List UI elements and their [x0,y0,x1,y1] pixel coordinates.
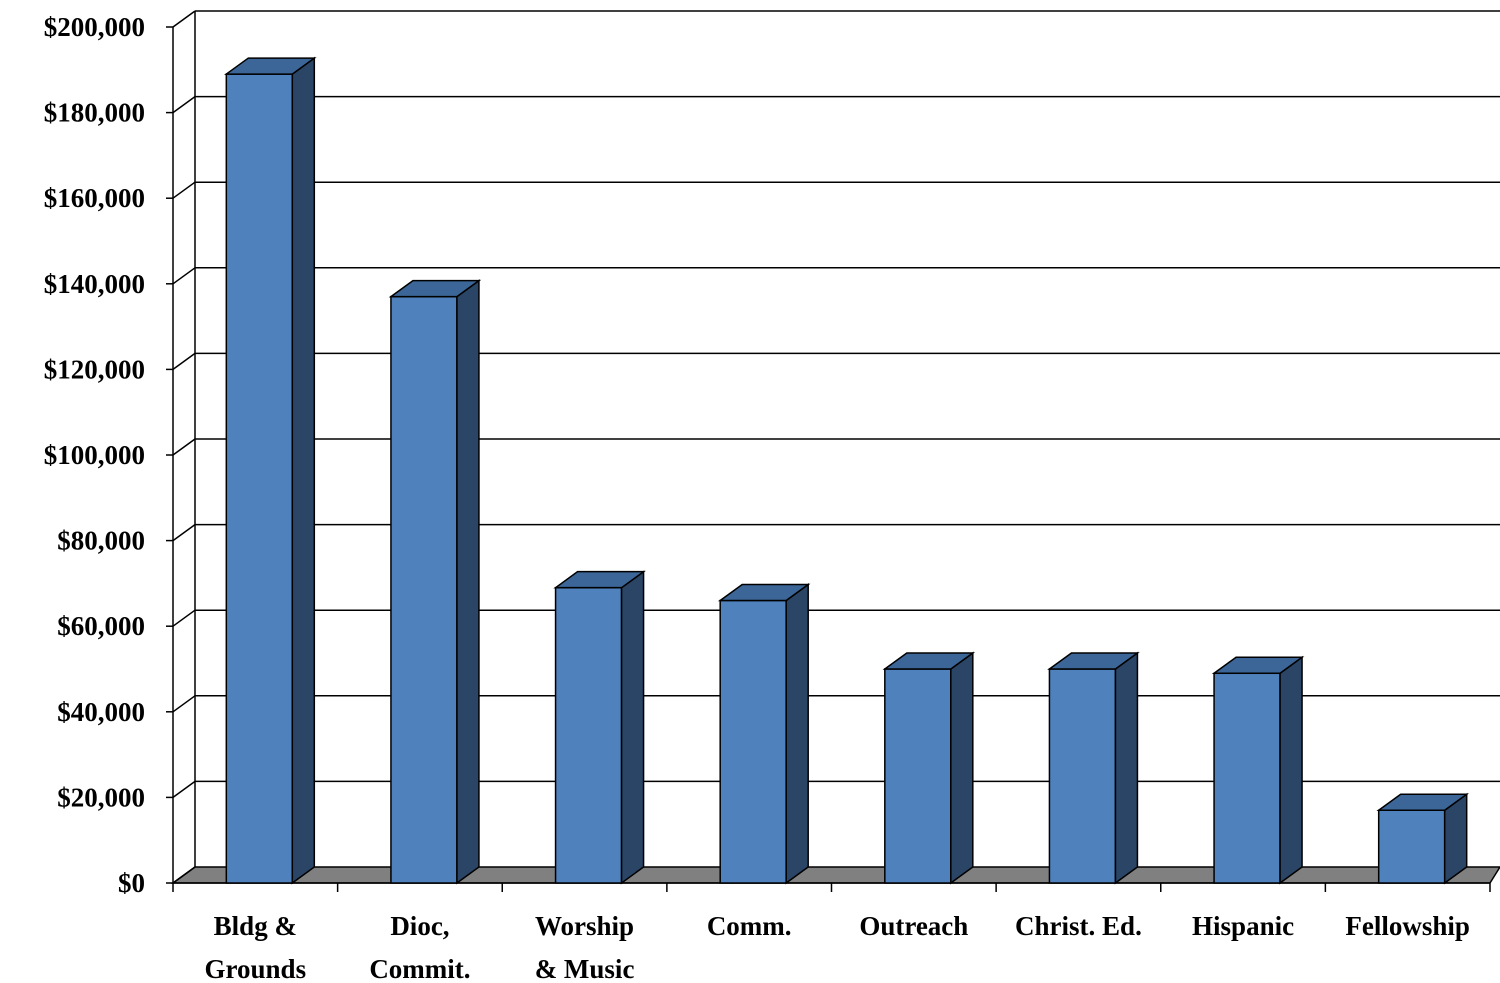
bar [1376,792,1469,885]
gridline-connector [172,181,196,199]
y-tick-label: $200,000 [44,12,145,42]
bar-top [1047,652,1140,670]
y-tick-label: $20,000 [57,782,145,812]
y-tick-label: $40,000 [57,697,145,727]
bar-top [717,583,811,602]
bar-front [719,599,787,884]
bar-top [553,570,646,589]
bar-side [291,56,316,885]
bar-front [390,295,458,884]
bar [553,570,646,885]
x-tick-labels: Bldg & Grounds Dioc, Commit. Worship & Music C… [205,911,1470,983]
bar-top [224,57,317,75]
bars [224,56,1469,885]
bar [1211,655,1305,885]
y-tick-labels: $0 $20,000 $40,000 $60,000 $80,000 $100,000 $1… [44,12,145,898]
y-tick-label: $80,000 [57,526,145,556]
bar-front [225,73,294,884]
bar-top [1376,793,1469,811]
gridline-connector [172,267,196,285]
bar-side [1114,651,1139,885]
y-tick-label: $100,000 [44,440,145,470]
gridline-connector [172,438,196,456]
bar-front [1048,668,1117,884]
chart-floor [170,866,1500,884]
x-tick-label: Fellowship [1345,911,1470,941]
bar [224,56,317,885]
bar-front [1377,809,1446,884]
gridline-connector [172,866,196,884]
bar-side [950,651,974,885]
y-tick-label: $0 [118,868,145,898]
bar [1047,651,1140,885]
y-tick-label: $180,000 [44,98,145,128]
bar [388,279,482,885]
gridline-connector [172,695,196,713]
floor-plane [170,866,1500,884]
x-tick-label: Bldg & Grounds [205,911,307,983]
bar-top [1211,656,1305,675]
bar-front [884,668,952,884]
gridline-connector [172,780,196,799]
gridline-connector [172,95,196,114]
bar [717,583,811,885]
gridline-connector [172,10,196,28]
gridline-connector [172,523,196,542]
gridline-connector [172,609,196,627]
bar-side [1279,655,1303,885]
y-tick-label: $120,000 [44,354,145,384]
bar [882,651,976,885]
bar-side [785,583,809,885]
bar-top [882,652,976,670]
x-tick-label: Christ. Ed. [1015,911,1142,941]
x-tick-label: Outreach [859,911,968,941]
bar-front [1213,672,1281,884]
bar-front [554,586,623,884]
x-tick-label: Worship & Music [535,911,635,983]
y-tick-label: $60,000 [57,611,145,641]
bar-top [388,279,482,298]
x-tick-label: Hispanic [1192,911,1294,941]
bar-side [620,570,645,885]
y-tick-label: $160,000 [44,183,145,213]
x-tick-label: Comm. [707,911,792,941]
y-tick-label: $140,000 [44,269,145,299]
x-tick-label: Dioc, Commit. [369,911,470,983]
gridline-connector [172,352,196,371]
bar-side [456,279,480,885]
